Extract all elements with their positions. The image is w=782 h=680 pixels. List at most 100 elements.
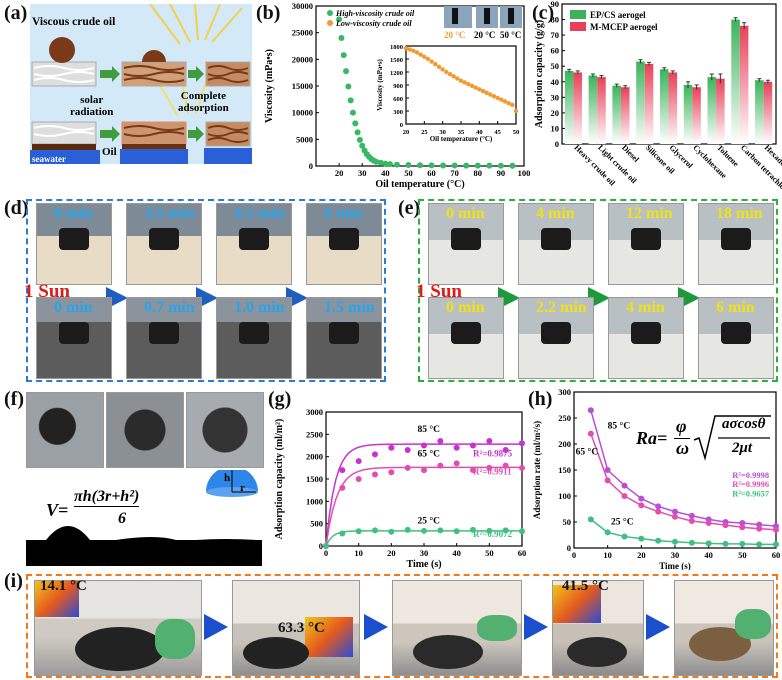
g-xtick-2: 20 — [387, 548, 396, 558]
panel-label-h: (h) — [528, 388, 553, 410]
b-inset-point-24 — [491, 94, 497, 99]
h-point-1-6 — [688, 517, 695, 524]
c-ylabel: Adsorption capacity (g/g) — [534, 20, 545, 128]
b-xtick-6: 80 — [474, 168, 483, 178]
panel-label-b: (b) — [256, 2, 281, 24]
h-point-1-0 — [587, 430, 594, 437]
c-cat-2: Diesel — [620, 143, 641, 164]
b-inset-point-10 — [440, 67, 445, 72]
i-temp-3: 41.5 °C — [562, 578, 609, 594]
d-bottom-time-2: 1.0 min — [234, 299, 285, 316]
c-legend-swatch-0 — [570, 10, 586, 19]
h-xtick-3: 30 — [671, 550, 680, 560]
panel-a-schematic: Viscous crude oil solar radiation Comple… — [30, 3, 252, 164]
panel-i-photos: 14.1 °C 63.3 °C 41.5 °C — [26, 574, 778, 678]
volume-formula-num: πh(3r+h²) — [74, 488, 140, 507]
g-ytick-5: 2500 — [306, 429, 323, 439]
g-point-1-1 — [339, 484, 346, 491]
c-ytick-1: 10 — [551, 123, 560, 133]
b-ytick-6: 30000 — [292, 1, 313, 11]
b-inset-ytick-4: 1200 — [390, 70, 403, 77]
e-top-time-2: 12 min — [626, 205, 673, 222]
i-photo-3 — [392, 580, 522, 676]
h-ytick-6: 300 — [558, 388, 571, 397]
d-top-time-0: 0 min — [54, 205, 93, 222]
c-ytick-6: 60 — [551, 46, 560, 56]
b-point-high-22 — [417, 162, 423, 169]
b-point-high-4 — [345, 83, 352, 90]
h-xtick-1: 10 — [603, 550, 612, 560]
d-top-photo-3 — [306, 203, 382, 285]
b-point-high-29 — [497, 162, 504, 169]
b-inset-point-14 — [455, 76, 460, 81]
i-temp-1: 14.1 °C — [40, 578, 87, 594]
b-inset-point-15 — [458, 78, 464, 83]
c-ytick-0: 0 — [555, 139, 559, 149]
b-point-high-9 — [356, 136, 363, 143]
b-point-high-17 — [377, 159, 384, 166]
b-legend-marker-0 — [327, 10, 333, 16]
g-ylabel: Adsorption capacity (ml/m²) — [274, 419, 285, 540]
g-point-2-7 — [437, 527, 444, 534]
g-point-0-6 — [421, 442, 427, 449]
b-inset-point-12 — [447, 71, 453, 77]
b-point-high-30 — [509, 162, 516, 169]
b-inset-point-4 — [418, 52, 423, 57]
b-point-high-5 — [347, 97, 354, 104]
h-point-0-9 — [739, 520, 746, 527]
oil-droplet — [49, 37, 75, 63]
g-point-2-1 — [339, 530, 346, 537]
e-sun-label: 1 Sun — [416, 281, 462, 302]
ra-lhs: Ra= — [636, 428, 668, 448]
d-top-time-2: 4.5 min — [234, 205, 285, 222]
b-inset-point-9 — [436, 64, 442, 70]
c-ytick-3: 30 — [551, 92, 560, 102]
panel-label-f: (f) — [4, 388, 24, 410]
e-bottom-photo-3 — [698, 297, 774, 379]
h-point-0-10 — [756, 521, 763, 528]
g-point-0-8 — [453, 444, 460, 451]
h-label: h — [224, 472, 231, 484]
b-inset-point-7 — [429, 59, 434, 64]
g-point-2-2 — [355, 528, 362, 535]
h-point-1-10 — [756, 525, 763, 532]
h-point-2-6 — [688, 539, 695, 546]
b-inset-point-6 — [425, 56, 431, 62]
i-photo-4 — [552, 580, 644, 676]
complete-adsorption-label: Complete adsorption — [178, 90, 229, 114]
h-ytick-4: 200 — [558, 439, 571, 449]
g-point-1-7 — [437, 462, 444, 469]
i-arrow-2 — [364, 614, 388, 640]
c-bar-1-0 — [573, 72, 582, 144]
g-point-0-4 — [388, 444, 395, 451]
c-bar-0-4 — [659, 69, 669, 144]
g-ytick-0: 0 — [319, 541, 323, 551]
b-point-high-16 — [373, 158, 380, 165]
b-inset-ytick-0: 0 — [400, 122, 403, 129]
h-curve-label-2: 25 °C — [611, 517, 634, 528]
panel-label-d: (d) — [4, 197, 29, 219]
b-point-high-23 — [428, 162, 435, 169]
h-ylabel: Adsorption rate (ml/m²/s) — [532, 421, 542, 519]
g-point-2-6 — [421, 527, 427, 534]
h-xlabel: Time (s) — [659, 561, 691, 570]
g-xtick-1: 10 — [354, 548, 363, 558]
g-point-0-3 — [372, 451, 378, 458]
h-point-1-9 — [739, 524, 746, 531]
b-inset-point-28 — [506, 101, 511, 106]
g-point-1-2 — [355, 476, 362, 482]
thermal-inset-2 — [305, 617, 353, 657]
h-point-2-10 — [756, 541, 763, 548]
g-xtick-6: 60 — [518, 548, 527, 558]
adsorption-capacity-time-chart: 0 10 20 30 40 50 60 0 500 1000 1500 2000 2500 3000 Tim… — [274, 407, 527, 570]
b-point-high-3 — [343, 68, 350, 75]
panel-label-g: (g) — [268, 388, 292, 410]
panel-label-a: (a) — [4, 2, 28, 24]
g-point-2-9 — [470, 526, 476, 533]
c-bar-0-1 — [588, 75, 598, 144]
volume-formula-lhs: V= — [46, 500, 69, 520]
e-top-time-3: 18 min — [716, 205, 763, 222]
d-bottom-photo-0 — [36, 297, 112, 379]
b-point-high-1 — [338, 35, 345, 41]
e-top-photo-3 — [698, 203, 774, 285]
